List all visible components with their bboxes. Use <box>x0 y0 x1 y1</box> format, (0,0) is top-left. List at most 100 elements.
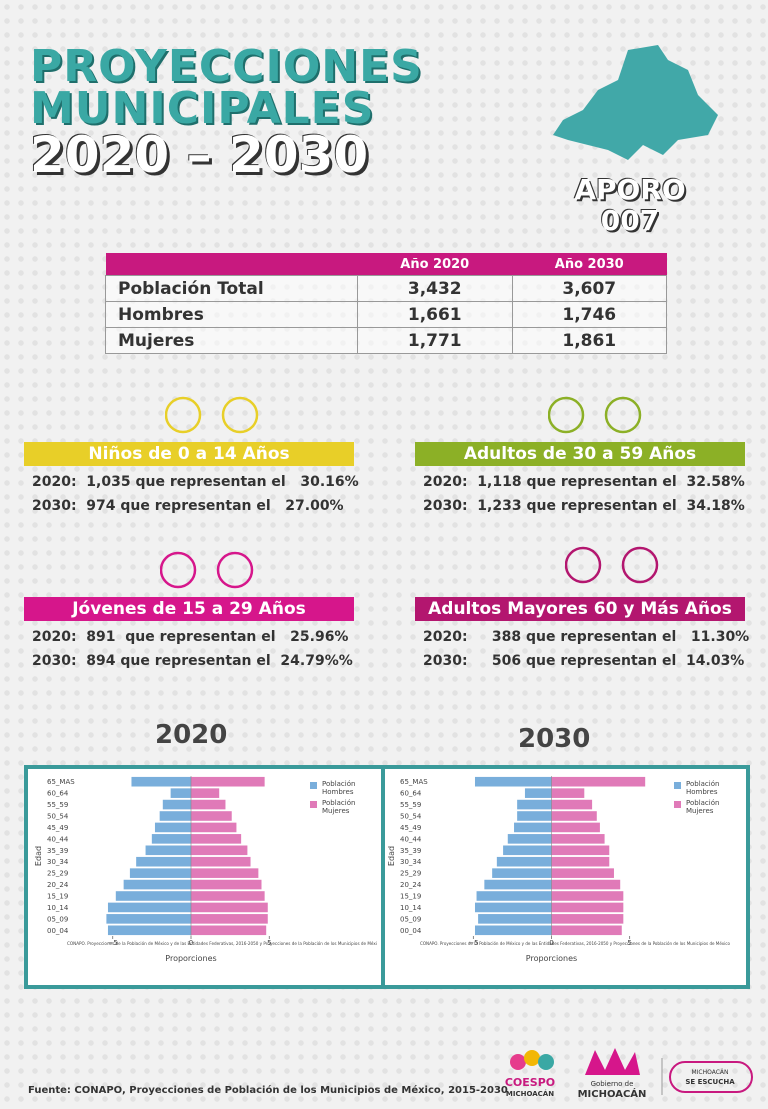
bar <box>551 914 624 924</box>
bar <box>191 914 268 924</box>
bar <box>170 788 191 798</box>
y-tick-label: 05_09 <box>400 915 421 923</box>
y-tick-label: 50_54 <box>47 813 69 821</box>
row-label: Mujeres <box>105 327 358 354</box>
bar <box>129 868 191 878</box>
y-tick-label: 15_19 <box>47 893 68 901</box>
bar <box>145 845 191 856</box>
legend-label: Población Mujeres <box>322 799 355 815</box>
logos: COESPO MICHOACÁN Gobierno de MICHOACÁN M… <box>505 1048 753 1100</box>
y-tick-label: 60_64 <box>47 790 69 798</box>
row-label: Hombres <box>105 301 358 328</box>
bar <box>159 811 191 821</box>
x-tick-label: −5 <box>108 939 118 947</box>
legend-swatch <box>310 782 317 789</box>
cell-value: 3,607 <box>511 275 667 302</box>
bar <box>131 776 191 787</box>
bar <box>107 902 191 913</box>
group-title: Niños de 0 a 14 Años <box>24 442 354 466</box>
y-tick-label: 00_04 <box>400 927 422 935</box>
y-tick-label: 10_14 <box>400 904 422 912</box>
bar <box>517 799 552 810</box>
y-tick-label: 45_49 <box>400 824 421 832</box>
frame-divider <box>381 765 385 989</box>
bar <box>551 799 593 810</box>
bar <box>551 776 646 787</box>
x-tick-label: 5 <box>627 939 631 947</box>
population-table: Año 2020 Año 2030 Población Total 3,432 3,6… <box>105 253 667 354</box>
y-axis-label: Edad <box>34 846 43 866</box>
bar <box>484 879 552 890</box>
bar <box>191 822 237 833</box>
bar <box>151 834 191 844</box>
row-label: Población Total <box>105 275 358 302</box>
bar <box>191 845 248 856</box>
bar <box>478 914 552 924</box>
bar <box>191 879 262 890</box>
bar <box>551 856 610 867</box>
face-icon <box>160 551 197 589</box>
bar <box>107 925 191 936</box>
group-line: 2020: 1,118 que representan el 32.58% <box>423 474 745 490</box>
group-line: 2030: 974 que representan el 27.00% <box>32 498 344 514</box>
bar <box>551 902 624 913</box>
legend-label: Población Hombres <box>686 780 719 796</box>
title-line: MUNICIPALES <box>30 83 375 134</box>
face-icon <box>165 396 202 434</box>
title-years: 2020 – 2030 <box>30 126 369 184</box>
y-tick-label: 25_29 <box>47 870 68 878</box>
table-row: Población Total 3,432 3,607 <box>105 275 667 302</box>
y-tick-label: 05_09 <box>47 915 68 923</box>
bar <box>191 811 232 821</box>
bar <box>551 834 605 844</box>
y-tick-label: 30_34 <box>47 858 69 866</box>
y-tick-label: 55_59 <box>47 801 68 809</box>
bar <box>191 776 265 787</box>
x-axis-label: Proporciones <box>526 954 577 963</box>
y-tick-label: 65_MAS <box>47 778 75 786</box>
source-note: Fuente: CONAPO, Proyecciones de Població… <box>28 1085 508 1096</box>
bar <box>551 879 621 890</box>
y-tick-label: 30_34 <box>400 858 422 866</box>
bar <box>191 868 259 878</box>
table-row: Mujeres 1,771 1,861 <box>105 327 667 354</box>
group-line: 2020: 1,035 que representan el 30.16% <box>32 474 359 490</box>
bar <box>507 834 552 844</box>
cell-value: 3,432 <box>357 275 513 302</box>
face-icon <box>216 551 254 589</box>
bar <box>474 776 552 787</box>
face-icon <box>221 396 259 434</box>
logo-text: Gobierno de <box>591 1080 634 1088</box>
legend-swatch <box>674 801 681 808</box>
y-tick-label: 50_54 <box>400 813 422 821</box>
group-line: 2030: 1,233 que representan el 34.18% <box>423 498 745 514</box>
cell-value: 1,661 <box>357 301 513 328</box>
bar <box>524 788 552 798</box>
legend-swatch <box>674 782 681 789</box>
group-icons <box>548 396 642 434</box>
municipality-code: 007 <box>600 204 660 237</box>
y-tick-label: 40_44 <box>47 835 69 843</box>
logo-text: MICHOACÁN <box>506 1089 554 1098</box>
bar <box>551 868 614 878</box>
bar <box>123 879 191 890</box>
bar <box>191 891 265 901</box>
y-tick-label: 00_04 <box>47 927 69 935</box>
y-tick-label: 20_24 <box>47 881 69 889</box>
cell-value: 1,771 <box>357 327 513 354</box>
bar <box>191 799 226 810</box>
column-header: Año 2020 <box>357 253 512 276</box>
y-tick-label: 20_24 <box>400 881 422 889</box>
cell-value: 1,746 <box>511 301 667 328</box>
bar <box>191 834 242 844</box>
bar <box>191 902 268 913</box>
group-title: Adultos Mayores 60 y Más Años <box>415 597 745 621</box>
column-header: Año 2030 <box>512 253 667 276</box>
bar <box>551 822 600 833</box>
y-tick-label: 40_44 <box>400 835 422 843</box>
bar <box>551 925 622 936</box>
legend-label: Población Mujeres <box>686 799 719 815</box>
bar <box>517 811 552 821</box>
x-axis-label: Proporciones <box>165 954 216 963</box>
bar <box>115 891 191 901</box>
